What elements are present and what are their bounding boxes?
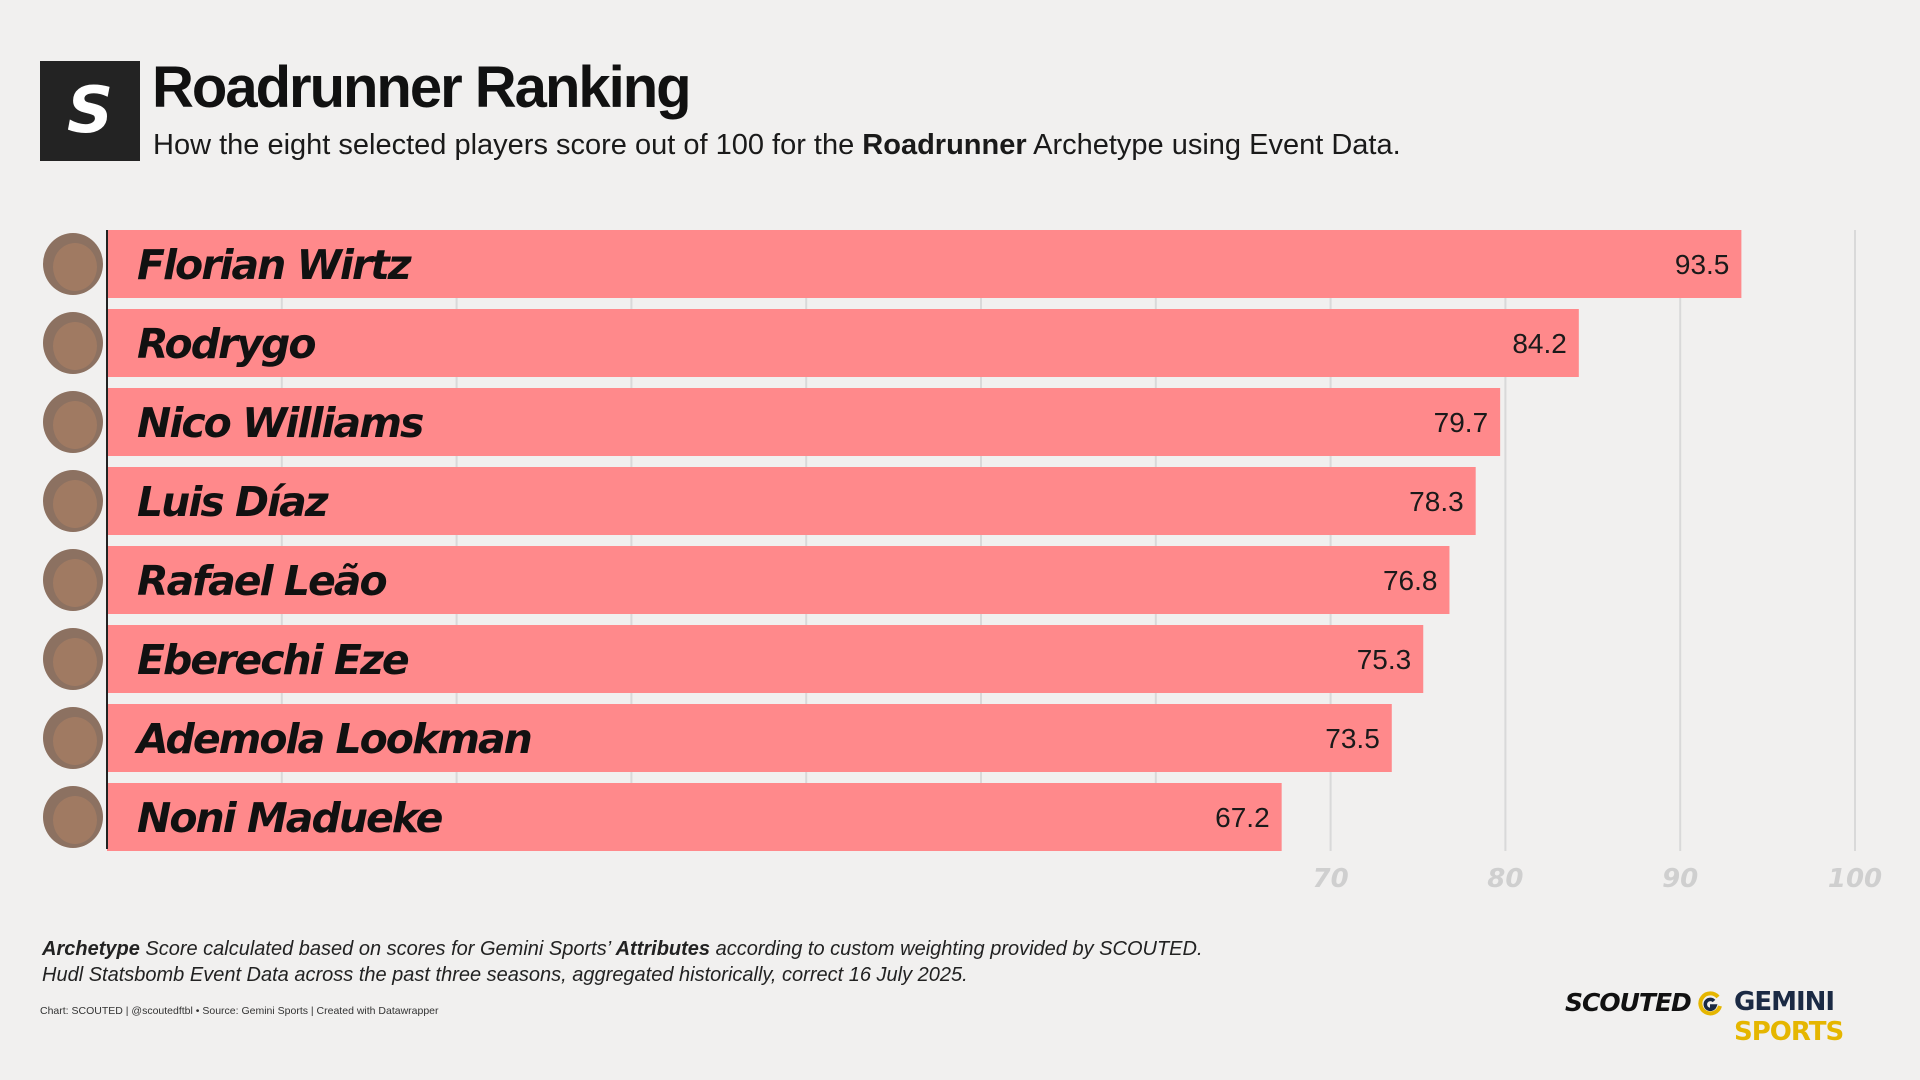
- bar: [107, 704, 1392, 772]
- bar-category-label: Eberechi Eze: [137, 636, 409, 684]
- scouted-logo: S: [40, 61, 140, 161]
- player-avatar: [43, 628, 103, 690]
- bar-value-label: 93.5: [1675, 249, 1730, 280]
- bar-value-label: 79.7: [1434, 407, 1489, 438]
- bar-value-label: 75.3: [1357, 644, 1412, 675]
- chart-subtitle: How the eight selected players score out…: [153, 128, 1401, 163]
- bar-category-label: Ademola Lookman: [134, 715, 531, 763]
- bar-category-label: Luis Díaz: [137, 478, 330, 526]
- bar-category-label: Rafael Leão: [137, 557, 386, 605]
- subtitle-archetype: Roadrunner: [862, 129, 1027, 161]
- note-text-2: according to custom weighting provided b…: [710, 938, 1203, 960]
- bar: [107, 388, 1501, 456]
- x-tick-label: 90: [1662, 864, 1698, 894]
- player-avatar: [43, 707, 103, 769]
- player-avatar: [43, 312, 103, 374]
- bars: Florian Wirtz 93.5 Rodrygo 84.2 Nico William…: [107, 230, 1742, 851]
- player-avatar: [43, 470, 103, 532]
- note-text-1: Score calculated based on scores for Gem…: [139, 938, 616, 960]
- scouted-wordmark: SCOUTED: [1565, 988, 1692, 1017]
- x-tick-label: 80: [1487, 864, 1523, 894]
- subtitle-text-post: Archetype using Event Data.: [1026, 129, 1401, 161]
- x-tick-label: 100: [1828, 864, 1882, 894]
- x-axis-ticks: 70 80 90 100: [1313, 864, 1883, 894]
- bar-category-label: Noni Madueke: [137, 794, 443, 842]
- logo-letter: S: [66, 74, 114, 148]
- bar: [107, 230, 1742, 298]
- sports-text: SPORTS: [1734, 1017, 1844, 1047]
- note-archetype: Archetype: [42, 938, 140, 960]
- bar-category-label: Rodrygo: [137, 320, 315, 368]
- credits: Chart: SCOUTED | @scoutedftbl • Source: …: [40, 1005, 439, 1017]
- player-avatar: [43, 233, 103, 295]
- bar: [107, 783, 1282, 851]
- note-attributes: Attributes: [615, 938, 711, 960]
- player-avatars: [43, 233, 103, 848]
- bar-value-label: 76.8: [1383, 565, 1438, 596]
- player-avatar: [43, 786, 103, 848]
- note-line-1: Archetype Score calculated based on scor…: [42, 938, 1203, 961]
- player-avatar: [43, 549, 103, 611]
- bar-category-label: Nico Williams: [137, 399, 423, 447]
- bar-value-label: 78.3: [1409, 486, 1464, 517]
- bar-value-label: 73.5: [1325, 723, 1380, 754]
- bar: [107, 309, 1579, 377]
- x-tick-label: 70: [1313, 864, 1349, 894]
- bar-value-label: 84.2: [1512, 328, 1567, 359]
- chart-title: Roadrunner Ranking: [152, 55, 692, 120]
- bar: [107, 625, 1424, 693]
- player-avatar: [43, 391, 103, 453]
- bar-category-label: Florian Wirtz: [137, 241, 413, 289]
- gemini-logo-icon: [1698, 991, 1722, 1016]
- note-line-2: Hudl Statsbomb Event Data across the pas…: [42, 964, 968, 986]
- gemini-text: GEMINI: [1734, 987, 1835, 1017]
- subtitle-text-pre: How the eight selected players score out…: [153, 129, 863, 161]
- bar-chart: Florian Wirtz 93.5 Rodrygo 84.2 Nico William…: [43, 230, 1883, 894]
- bar: [107, 467, 1476, 535]
- bar-value-label: 67.2: [1215, 802, 1270, 833]
- gemini-sports-wordmark: GEMINI SPORTS: [1734, 987, 1920, 1047]
- bar: [107, 546, 1450, 614]
